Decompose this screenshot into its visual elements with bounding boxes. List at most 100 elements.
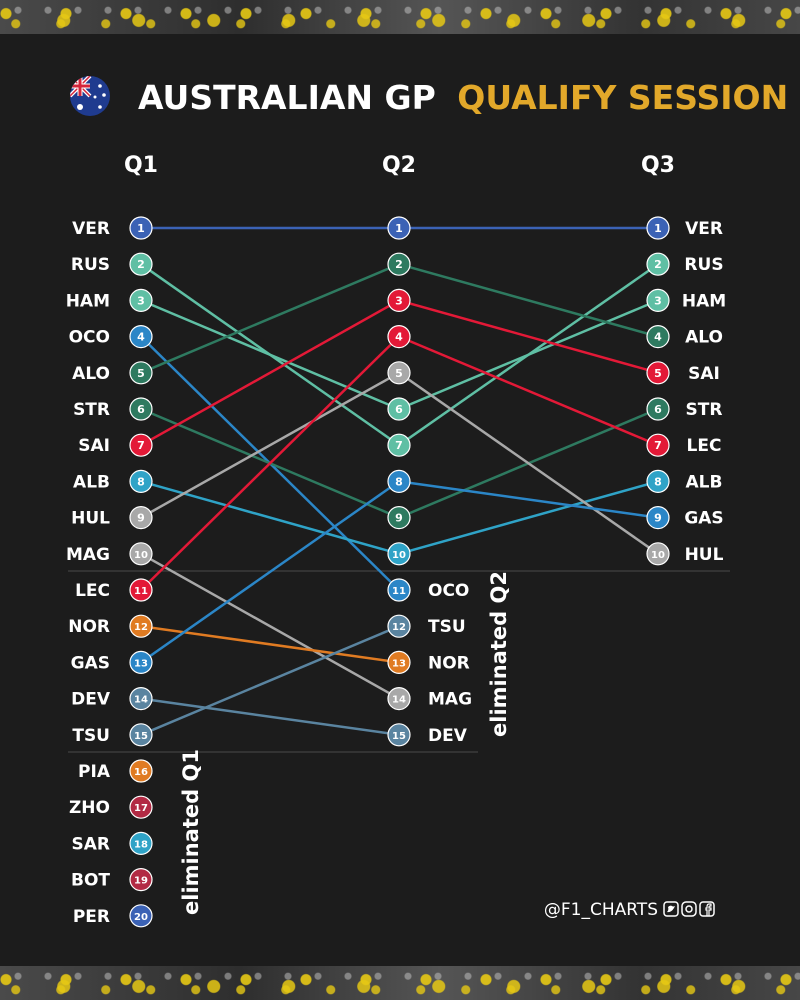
point-oco-q1: 4	[129, 325, 153, 349]
series-line-nor-1	[140, 624, 400, 664]
driver-label-q2-tsu: TSU	[428, 617, 466, 637]
position-label-mag-q1: 10	[134, 550, 148, 561]
facebook-icon[interactable]	[699, 901, 715, 917]
driver-label-q3-rus: RUS	[684, 255, 723, 275]
point-oco-q2: 11	[387, 578, 411, 602]
position-label-sai-q3: 5	[654, 367, 662, 380]
position-label-rus-q2: 7	[395, 439, 403, 452]
series-line-hul-2	[398, 371, 659, 555]
driver-label-q3-str: STR	[686, 400, 723, 420]
position-label-pia-q1: 16	[134, 767, 148, 778]
point-dev-q1: 14	[129, 686, 153, 711]
driver-label-q1-per: PER	[73, 907, 110, 927]
driver-label-q1-ham: HAM	[66, 291, 110, 311]
series-line-alo-1	[140, 263, 400, 374]
driver-label-q3-ham: HAM	[682, 291, 726, 311]
point-sai-q1: 7	[129, 433, 153, 457]
position-label-alb-q2: 10	[392, 550, 406, 561]
instagram-icon[interactable]	[681, 901, 697, 917]
asphalt-band-top	[0, 0, 800, 34]
point-alb-q2: 10	[387, 542, 411, 566]
svg-text:AUSTRALIAN GP QUALIFY SE: AUSTRALIAN GP QUALIFY SESSION	[138, 78, 788, 117]
series-dots: 1 1 12723634115246967358108951010141147121…	[129, 216, 670, 928]
position-label-alo-q1: 5	[137, 367, 145, 380]
position-label-alo-q2: 2	[395, 258, 403, 271]
position-label-rus-q1: 2	[137, 258, 145, 271]
twitter-icon[interactable]	[663, 901, 679, 917]
separators	[68, 570, 730, 753]
point-lec-q1: 11	[129, 578, 153, 602]
driver-label-q3-gas: GAS	[684, 509, 723, 529]
point-rus-q2: 7	[387, 433, 411, 457]
position-label-ver-q3: 1	[654, 222, 662, 235]
position-label-tsu-q1: 15	[134, 731, 148, 742]
series-line-dev-1	[140, 697, 400, 737]
driver-label-q1-mag: MAG	[66, 545, 110, 565]
point-pia-q1: 16	[129, 759, 153, 783]
point-mag-q1: 10	[129, 542, 153, 566]
point-mag-q2: 14	[387, 686, 411, 711]
point-str-q3: 6	[646, 397, 670, 421]
driver-label-q1-str: STR	[73, 400, 110, 420]
driver-label-q1-nor: NOR	[68, 617, 110, 637]
point-ham-q2: 6	[387, 397, 411, 421]
driver-label-q1-oco: OCO	[69, 328, 110, 348]
driver-label-q3-alb: ALB	[686, 472, 723, 492]
series-line-sai-1	[140, 299, 400, 447]
position-label-nor-q2: 13	[392, 658, 406, 669]
position-label-ham-q2: 6	[395, 403, 403, 416]
driver-label-q1-sai: SAI	[78, 436, 110, 456]
stage-label-q1: Q1	[124, 153, 158, 178]
driver-label-q2-dev: DEV	[428, 726, 468, 746]
point-sai-q2: 3	[387, 288, 411, 312]
point-ham-q1: 3	[129, 288, 153, 312]
series-line-alo-2	[398, 262, 659, 338]
position-label-mag-q2: 14	[392, 695, 406, 706]
driver-label-q1-sar: SAR	[72, 834, 111, 854]
driver-label-q1-rus: RUS	[71, 255, 110, 275]
title-yellow: QUALIFY SESSION	[457, 78, 788, 117]
driver-label-q3-sai: SAI	[688, 364, 720, 384]
point-rus-q3: 2	[646, 252, 670, 276]
point-gas-q3: 9	[646, 505, 670, 530]
point-dev-q2: 15	[387, 723, 411, 747]
driver-label-q1-ver: VER	[72, 219, 110, 239]
point-hul-q3: 10	[646, 542, 670, 566]
position-label-str-q2: 9	[395, 512, 403, 525]
point-sai-q3: 5	[646, 361, 670, 385]
driver-label-q1-bot: BOT	[71, 871, 110, 891]
position-label-hul-q1: 9	[137, 512, 145, 525]
point-nor-q1: 12	[129, 614, 153, 638]
point-rus-q1: 2	[129, 252, 153, 276]
eliminated-q2-label: eliminated Q2	[487, 571, 511, 737]
position-label-ham-q3: 3	[654, 294, 662, 307]
title-white: AUSTRALIAN GP	[138, 78, 436, 117]
driver-label-q1-hul: HUL	[71, 509, 110, 529]
point-ham-q3: 3	[646, 288, 670, 312]
point-gas-q2: 8	[387, 469, 411, 493]
position-label-gas-q1: 13	[134, 658, 148, 669]
driver-label-q1-tsu: TSU	[72, 726, 110, 746]
driver-label-q1-zho: ZHO	[69, 798, 110, 818]
point-gas-q1: 13	[129, 650, 153, 675]
position-label-lec-q3: 7	[654, 439, 662, 452]
point-sar-q1: 18	[129, 831, 153, 856]
position-label-bot-q1: 19	[134, 876, 148, 887]
position-label-str-q1: 6	[137, 403, 145, 416]
series-lines	[140, 226, 659, 737]
point-lec-q3: 7	[646, 433, 670, 457]
series-line-gas-2	[398, 480, 659, 519]
point-hul-q2: 5	[387, 361, 411, 385]
position-label-ham-q1: 3	[137, 294, 145, 307]
point-tsu-q2: 12	[387, 614, 411, 638]
position-label-gas-q3: 9	[654, 512, 662, 525]
position-label-hul-q3: 10	[651, 550, 665, 561]
driver-label-q3-hul: HUL	[685, 545, 724, 565]
series-line-mag-1	[140, 552, 400, 700]
point-str-q2: 9	[387, 505, 411, 530]
driver-label-q2-mag: MAG	[428, 690, 472, 710]
australia-flag-icon	[70, 76, 110, 116]
eliminated-q1-label: eliminated Q1	[179, 749, 203, 915]
